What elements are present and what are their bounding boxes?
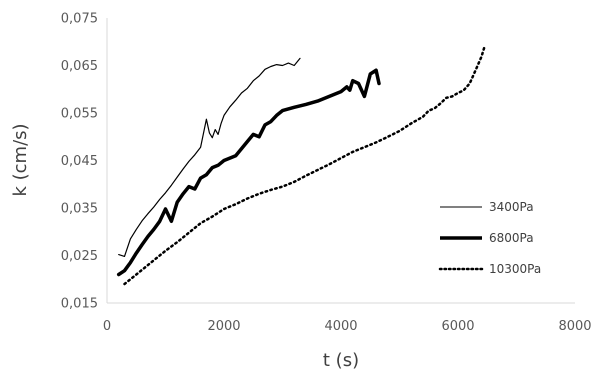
legend-item-3400pa[interactable]: 3400Pa — [440, 200, 534, 214]
x-tick-label: 0 — [103, 319, 111, 334]
y-tick-label: 0,025 — [61, 249, 98, 264]
series-line-3400pa — [118, 57, 301, 257]
x-tick-labels: 0 2000 4000 6000 8000 — [103, 319, 592, 334]
y-tick-label: 0,075 — [61, 12, 98, 27]
x-tick-label: 4000 — [324, 319, 357, 334]
series-group — [116, 46, 486, 286]
legend-label-6800pa: 6800Pa — [489, 231, 534, 245]
x-tick-label: 8000 — [558, 319, 591, 334]
y-axis-title: k (cm/s) — [10, 123, 31, 196]
legend-item-6800pa[interactable]: 6800Pa — [440, 231, 534, 245]
y-tick-label: 0,045 — [61, 154, 98, 169]
y-tick-label: 0,055 — [61, 107, 98, 122]
legend-item-10300pa[interactable]: 10300Pa — [438, 262, 541, 276]
y-tick-labels: 0,015 0,025 0,035 0,045 0,055 0,065 0,075 — [61, 12, 98, 312]
series-line-10300pa — [123, 46, 486, 286]
legend-label-3400pa: 3400Pa — [489, 200, 534, 214]
x-tick-label: 6000 — [441, 319, 474, 334]
legend: 3400Pa 6800Pa 10300Pa — [438, 200, 541, 276]
x-tick-label: 2000 — [207, 319, 240, 334]
legend-label-10300pa: 10300Pa — [489, 262, 541, 276]
y-tick-label: 0,065 — [61, 59, 98, 74]
y-tick-label: 0,035 — [61, 202, 98, 217]
series-line-6800pa — [116, 68, 381, 277]
x-axis-title: t (s) — [323, 350, 359, 371]
y-tick-label: 0,015 — [61, 297, 98, 312]
